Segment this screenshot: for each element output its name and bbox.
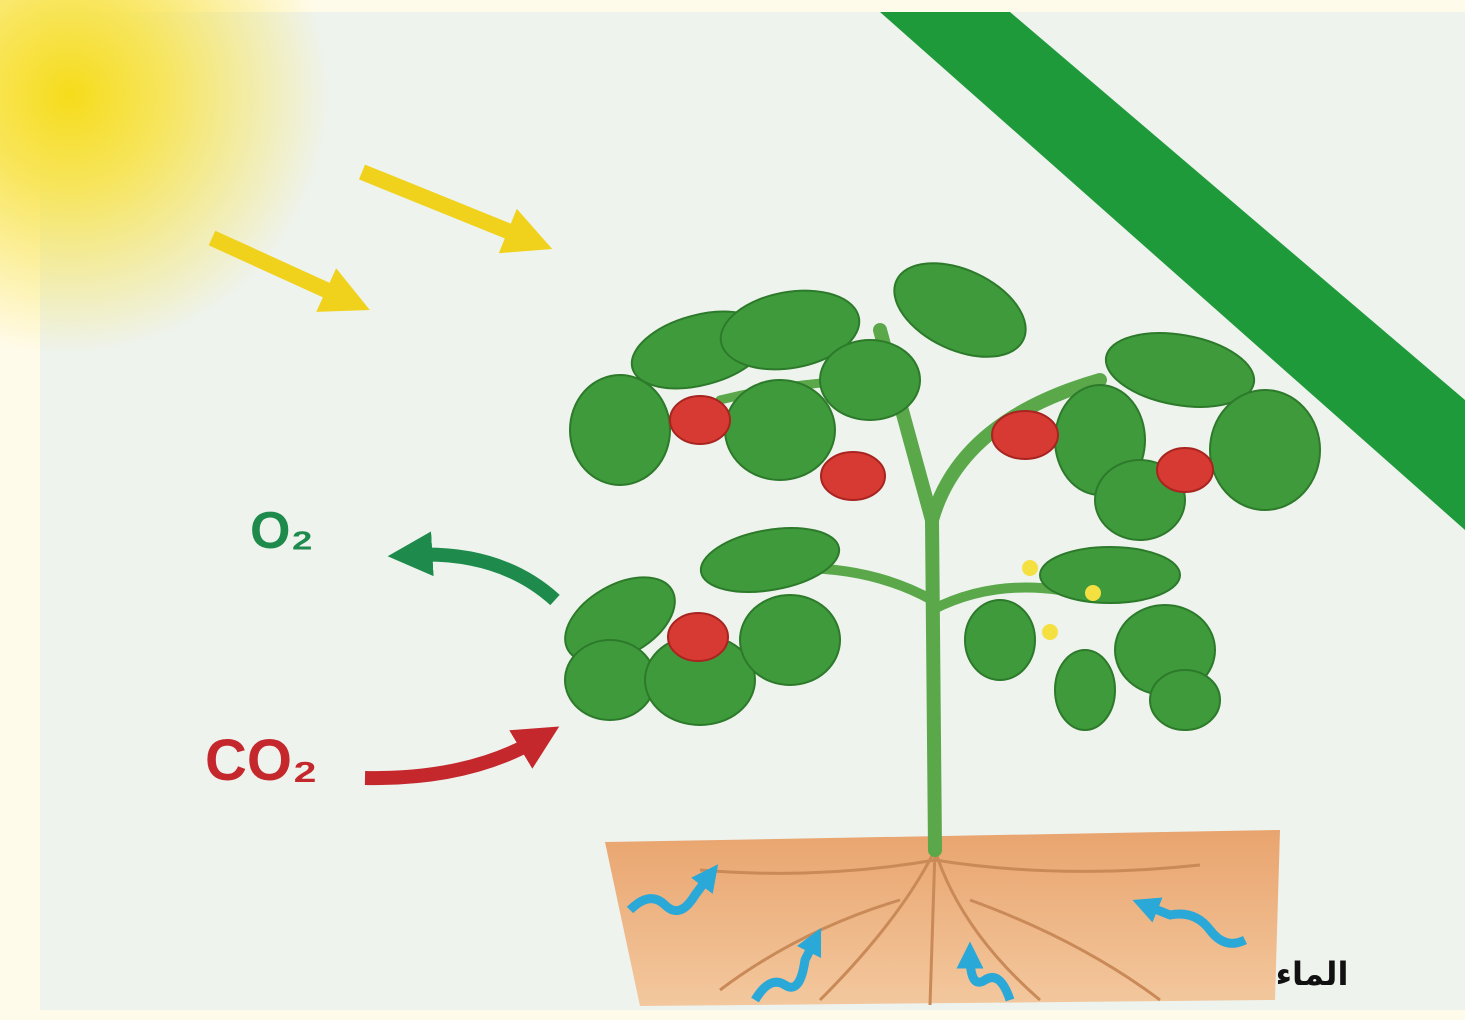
- illustration: O₂ CO₂ الماء: [0, 0, 1465, 1020]
- oxygen-label: O₂: [250, 502, 314, 560]
- water-label: الماء: [1276, 956, 1349, 992]
- page: O₂ CO₂ الماء: [0, 0, 1465, 1020]
- co2-label: CO₂: [205, 728, 318, 793]
